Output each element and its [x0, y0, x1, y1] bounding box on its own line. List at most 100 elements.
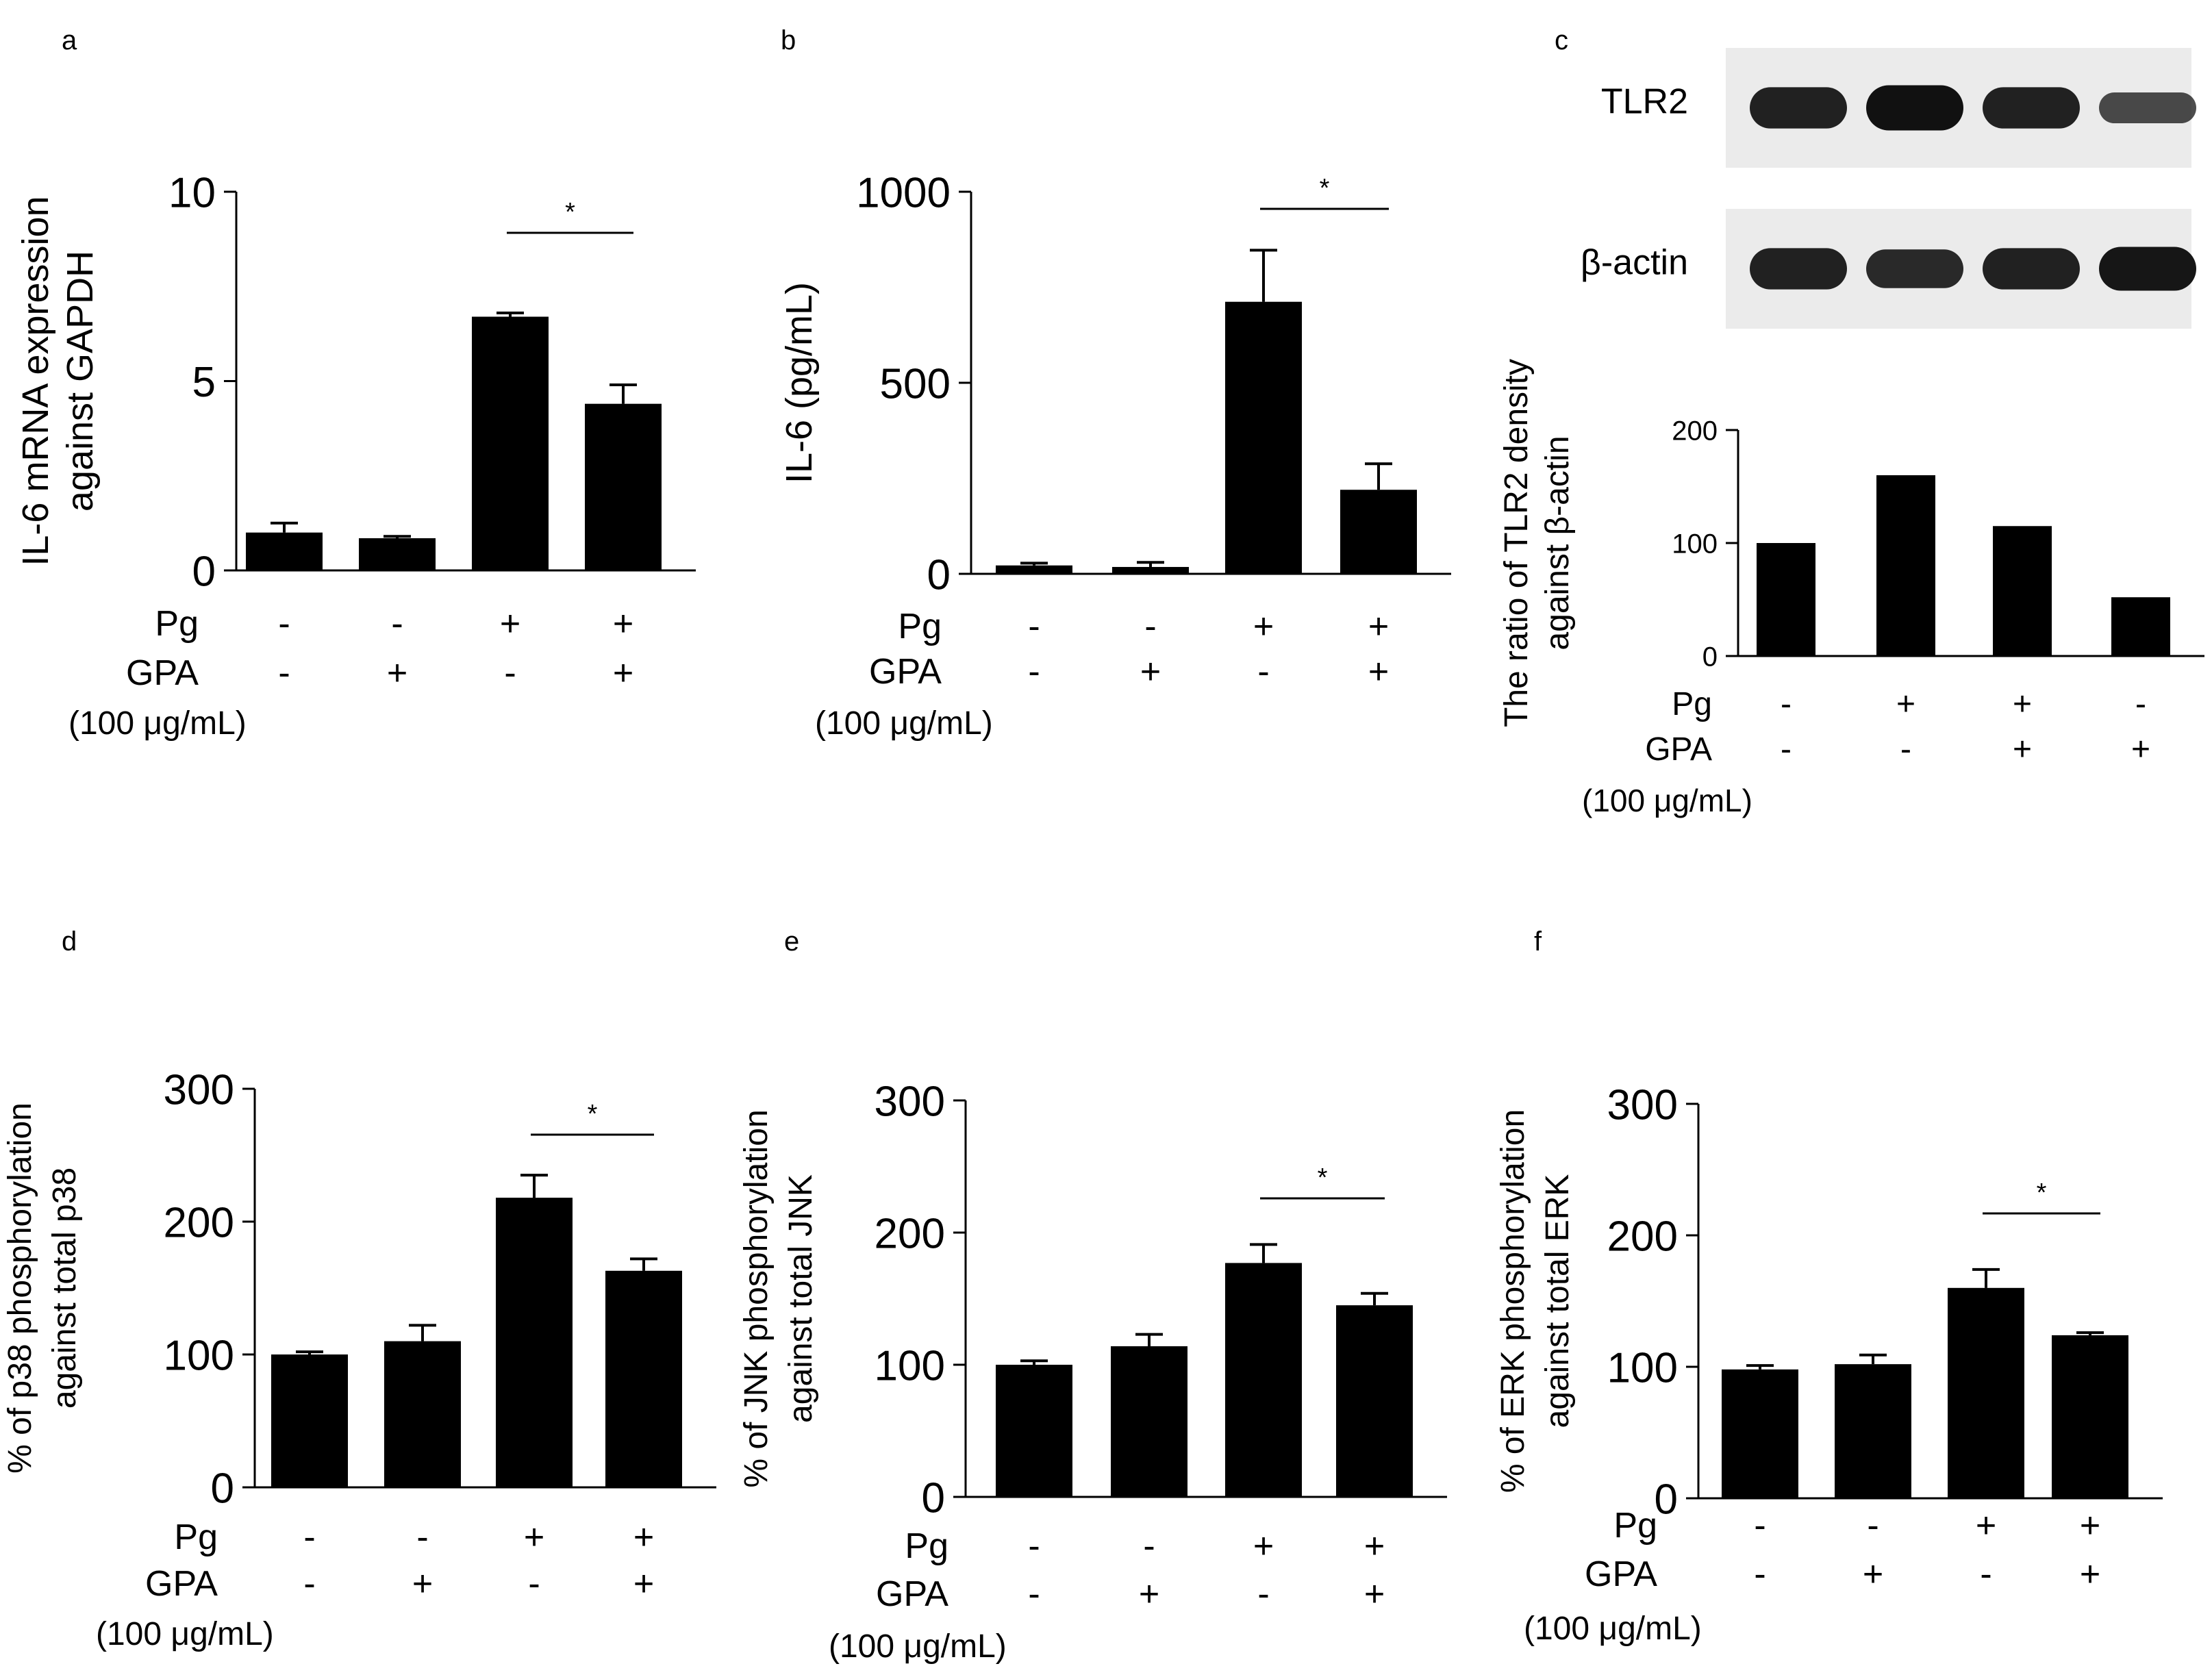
panel-label-c: c	[1555, 25, 1568, 55]
blot-label-1: β-actin	[1581, 243, 1688, 283]
concentration-label-b: (100 μg/mL)	[815, 705, 993, 742]
bar-f-1	[1722, 1369, 1798, 1498]
bar-e-2	[1111, 1346, 1187, 1497]
row-label-gpa-c: GPA	[1645, 731, 1712, 768]
sign-a-1-3: -	[504, 653, 516, 693]
row-label-pg-c: Pg	[1672, 686, 1712, 722]
blot-band-0-4	[2099, 92, 2196, 124]
blot-band-0-3	[1983, 87, 2080, 129]
bar-f-2	[1835, 1364, 1911, 1498]
sign-d-0-3: +	[524, 1517, 544, 1557]
sign-d-0-4: +	[633, 1517, 654, 1557]
y-tick-label-e: 100	[875, 1342, 945, 1389]
panel-label-e: e	[784, 926, 799, 957]
row-label-pg-d: Pg	[174, 1517, 218, 1557]
sign-c-1-4: +	[2131, 731, 2150, 768]
y-axis-label-a: IL-6 mRNA expression	[15, 196, 56, 566]
sign-a-1-4: +	[613, 653, 633, 693]
sign-b-1-4: +	[1368, 652, 1389, 692]
y-axis-label-f: % of ERK phosphorylation	[1495, 1109, 1531, 1493]
panel-label-b: b	[781, 25, 796, 55]
panel-label-f: f	[1534, 926, 1542, 957]
panel-a: a 0 5 10 IL-6 mRNA expression against GAPDH * P…	[15, 25, 696, 742]
bar-b-1	[996, 565, 1072, 574]
y-tick-label-b: 500	[880, 360, 951, 407]
sign-c-1-1: -	[1781, 731, 1792, 768]
sign-d-0-1: -	[303, 1517, 315, 1557]
significance-mark-f: *	[2037, 1178, 2047, 1207]
bar-f-4	[2052, 1335, 2128, 1498]
y-tick-label-c: 200	[1672, 416, 1718, 446]
sign-f-1-3: -	[1980, 1554, 1991, 1594]
bar-f-3	[1948, 1287, 2024, 1498]
sign-a-1-2: +	[387, 653, 407, 693]
bar-d-2	[384, 1341, 461, 1487]
y-axis-label-b: IL-6 (pg/mL)	[779, 282, 820, 483]
sign-c-1-2: -	[1900, 731, 1911, 768]
bar-a-4	[585, 403, 662, 570]
y-tick-label-e: 300	[875, 1078, 945, 1125]
panel-c: c 0 100 200 The ratio of TLR2 density against…	[1498, 25, 2204, 818]
sign-c-0-3: +	[2013, 686, 2032, 722]
y-axis-label-c: The ratio of TLR2 density	[1498, 359, 1535, 727]
significance-mark-e: *	[1318, 1163, 1328, 1192]
sign-e-0-1: -	[1028, 1526, 1040, 1566]
sign-d-1-2: +	[412, 1564, 433, 1604]
blot-band-1-3	[1983, 248, 2080, 290]
bar-b-3	[1225, 301, 1302, 574]
row-label-gpa-f: GPA	[1585, 1554, 1657, 1594]
concentration-label-c: (100 μg/mL)	[1582, 783, 1752, 818]
sign-b-1-2: +	[1140, 652, 1161, 692]
y-tick-label-c: 0	[1702, 642, 1718, 672]
row-label-pg-e: Pg	[905, 1526, 948, 1566]
sign-c-0-1: -	[1781, 686, 1792, 722]
concentration-label-a: (100 μg/mL)	[68, 705, 247, 742]
panel-b: b 0 500 1000 IL-6 (pg/mL) * Pg - - + + GPA - + - + (100 …	[779, 25, 1451, 742]
significance-mark-b: *	[1320, 174, 1330, 203]
sign-f-0-1: -	[1754, 1506, 1765, 1546]
panel-label-d: d	[62, 926, 77, 957]
concentration-label-e: (100 μg/mL)	[829, 1628, 1007, 1665]
concentration-label-d: (100 μg/mL)	[96, 1616, 274, 1652]
sign-f-1-2: +	[1863, 1554, 1883, 1594]
y-axis-label-d: against total p38	[47, 1168, 83, 1409]
row-label-gpa-a: GPA	[126, 653, 199, 693]
sign-f-0-4: +	[2080, 1506, 2100, 1546]
bar-c-3	[1993, 526, 2052, 656]
bar-d-4	[605, 1270, 682, 1487]
blot-label-0: TLR2	[1601, 82, 1688, 122]
y-axis-label-d: % of p38 phosphorylation	[2, 1102, 38, 1474]
sign-b-0-1: -	[1028, 607, 1040, 646]
bar-d-1	[271, 1354, 348, 1487]
sign-e-1-2: +	[1139, 1574, 1159, 1614]
sign-f-0-2: -	[1867, 1506, 1878, 1546]
sign-a-0-2: -	[391, 604, 403, 644]
row-label-pg-b: Pg	[898, 607, 942, 646]
bar-e-4	[1336, 1305, 1413, 1497]
sign-e-1-3: -	[1257, 1574, 1269, 1614]
bar-d-3	[496, 1198, 573, 1487]
sign-e-1-1: -	[1028, 1574, 1040, 1614]
blot-band-0-1	[1750, 87, 1847, 129]
sign-b-0-3: +	[1253, 607, 1274, 646]
sign-c-0-4: -	[2135, 686, 2146, 722]
bar-a-3	[472, 316, 549, 570]
y-tick-label-f: 300	[1607, 1081, 1678, 1128]
panel-f: f 0 100 200 300 % of ERK phosphorylation again…	[1495, 926, 2163, 1647]
row-label-gpa-d: GPA	[145, 1564, 218, 1604]
bar-a-2	[359, 538, 436, 570]
sign-a-1-1: -	[278, 653, 290, 693]
concentration-label-f: (100 μg/mL)	[1524, 1611, 1702, 1647]
bar-a-1	[246, 532, 323, 570]
sign-e-0-3: +	[1253, 1526, 1274, 1566]
bar-e-3	[1225, 1263, 1302, 1497]
sign-a-0-4: +	[613, 604, 633, 644]
y-tick-label-e: 200	[875, 1210, 945, 1257]
row-label-pg-f: Pg	[1613, 1506, 1657, 1546]
significance-mark-a: *	[565, 198, 575, 227]
row-label-gpa-b: GPA	[869, 652, 942, 692]
y-axis-label-a: against GAPDH	[60, 251, 101, 512]
bar-b-2	[1112, 566, 1189, 574]
blot-band-0-2	[1866, 85, 1963, 131]
sign-b-0-2: -	[1144, 607, 1156, 646]
